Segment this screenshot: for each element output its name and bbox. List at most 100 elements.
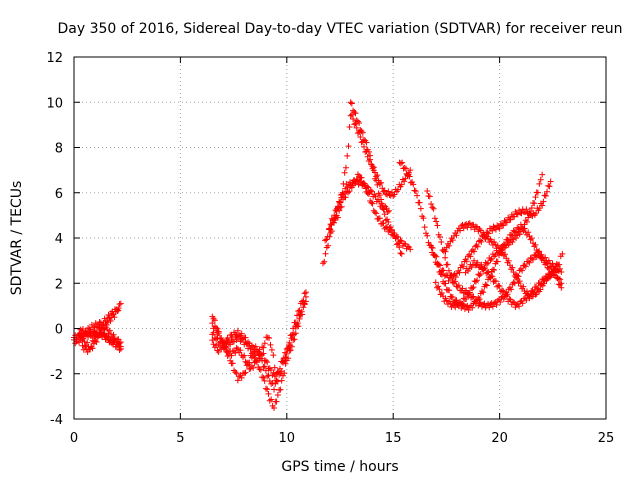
data-point [525,258,532,265]
data-point [77,332,84,339]
data-point [442,254,449,261]
data-point [298,308,305,315]
data-point [250,364,257,371]
data-point [238,374,245,381]
data-point [376,180,383,187]
data-point [279,372,286,379]
x-tick-label: 0 [70,431,78,446]
data-point [382,224,389,231]
data-point [261,363,268,370]
data-point [523,218,530,225]
data-point [358,139,365,146]
data-point [301,300,308,307]
data-point [215,348,222,355]
data-point [520,283,527,290]
data-point [445,277,452,284]
data-point [370,164,377,171]
data-point [536,180,543,187]
data-point [80,335,87,342]
data-point [381,211,388,218]
data-point [327,226,334,233]
data-point [287,347,294,354]
data-point [281,370,288,377]
data-point [331,212,338,219]
data-point [556,261,563,268]
data-point [278,377,285,384]
data-point [301,290,308,297]
data-point [495,282,502,289]
data-point [491,266,498,273]
data-point [266,335,273,342]
data-point [256,366,263,373]
data-point [437,262,444,269]
data-point [232,369,239,376]
data-point [117,300,124,307]
data-track [441,220,565,302]
data-point [327,221,334,228]
data-point [374,172,381,179]
data-point [475,294,482,301]
data-point [542,254,549,261]
data-point [228,352,235,359]
data-track [428,178,554,284]
data-track [432,171,546,311]
data-point [352,120,359,127]
data-point [433,253,440,260]
data-point [402,165,409,172]
data-point [545,182,552,189]
data-point [247,365,254,372]
data-point [267,341,274,348]
data-point [523,206,530,213]
data-point [399,159,406,166]
data-point [496,225,503,232]
data-point [438,238,445,245]
data-point [223,344,230,351]
data-point [210,341,217,348]
data-point [234,345,241,352]
y-tick-label: 4 [55,232,63,247]
data-point [463,303,470,310]
data-point [465,307,472,314]
data-point [106,339,113,346]
data-point [239,335,246,342]
data-point [328,215,335,222]
data-point [103,333,110,340]
data-point [469,294,476,301]
data-point [106,327,113,334]
data-point [117,345,124,352]
data-point [269,379,276,386]
data-point [500,222,507,229]
data-point [113,343,120,350]
y-tick-label: 6 [55,187,63,202]
data-point [387,226,394,233]
data-point [259,374,266,381]
data-point [362,149,369,156]
data-point [474,297,481,304]
data-point [500,296,507,303]
data-point [334,203,341,210]
data-point [345,189,352,196]
data-point [348,111,355,118]
data-point [296,312,303,319]
data-point [453,300,460,307]
data-point [257,366,264,373]
data-point [398,181,405,188]
data-point [505,257,512,264]
y-tick-label: 2 [55,277,63,292]
data-point [506,296,513,303]
data-point [319,260,326,267]
data-point [344,184,351,191]
data-track [79,329,124,356]
data-point [414,192,421,199]
data-point [494,242,501,249]
data-point [110,331,117,338]
x-tick-label: 25 [598,431,615,446]
data-point [410,181,417,188]
data-point [111,339,118,346]
data-point [213,342,220,349]
data-point [211,317,218,324]
data-point [252,358,259,365]
data-point [248,350,255,357]
data-point [234,377,241,384]
data-point [533,284,540,291]
